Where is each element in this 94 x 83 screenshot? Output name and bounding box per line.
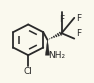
Text: F: F (76, 29, 81, 38)
Polygon shape (45, 40, 50, 55)
Text: NH₂: NH₂ (48, 51, 65, 60)
Text: F: F (76, 14, 81, 23)
Text: F: F (59, 15, 64, 23)
Text: Cl: Cl (24, 67, 33, 76)
